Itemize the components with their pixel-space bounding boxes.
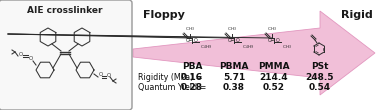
Text: Rigidity (MPa) =: Rigidity (MPa) = (138, 73, 203, 82)
Text: O: O (276, 38, 280, 43)
FancyBboxPatch shape (0, 0, 132, 110)
Text: Rigid: Rigid (341, 10, 373, 20)
Text: O: O (19, 52, 23, 57)
Text: CH$_3$: CH$_3$ (185, 25, 195, 32)
Text: O: O (236, 38, 240, 43)
Text: C$_4$H$_9$: C$_4$H$_9$ (242, 43, 254, 51)
Text: AIE crosslinker: AIE crosslinker (27, 6, 103, 15)
Text: O: O (267, 38, 271, 43)
Text: 248.5: 248.5 (306, 73, 334, 82)
Text: 0.52: 0.52 (263, 83, 285, 92)
Text: O: O (194, 38, 198, 43)
Text: O: O (107, 73, 111, 78)
Text: CH$_3$: CH$_3$ (267, 25, 277, 32)
Polygon shape (133, 11, 375, 95)
Text: CH$_3$: CH$_3$ (282, 43, 292, 51)
Text: O: O (29, 56, 33, 61)
Text: PBMA: PBMA (219, 62, 249, 71)
Text: 5.71: 5.71 (223, 73, 245, 82)
Text: O: O (185, 38, 189, 43)
Text: PMMA: PMMA (258, 62, 290, 71)
Text: CH$_3$: CH$_3$ (227, 25, 237, 32)
Text: 0.54: 0.54 (309, 83, 331, 92)
Text: O: O (99, 72, 103, 77)
Text: 0.16: 0.16 (181, 73, 203, 82)
Text: 0.38: 0.38 (223, 83, 245, 92)
Text: PSt: PSt (311, 62, 329, 71)
Text: O: O (227, 38, 231, 43)
Text: PBA: PBA (182, 62, 202, 71)
Text: 214.4: 214.4 (260, 73, 288, 82)
Text: 0.28: 0.28 (181, 83, 203, 92)
Text: Floppy: Floppy (143, 10, 185, 20)
Text: C$_4$H$_9$: C$_4$H$_9$ (200, 43, 212, 51)
Text: Quantum Yield =: Quantum Yield = (138, 83, 206, 92)
